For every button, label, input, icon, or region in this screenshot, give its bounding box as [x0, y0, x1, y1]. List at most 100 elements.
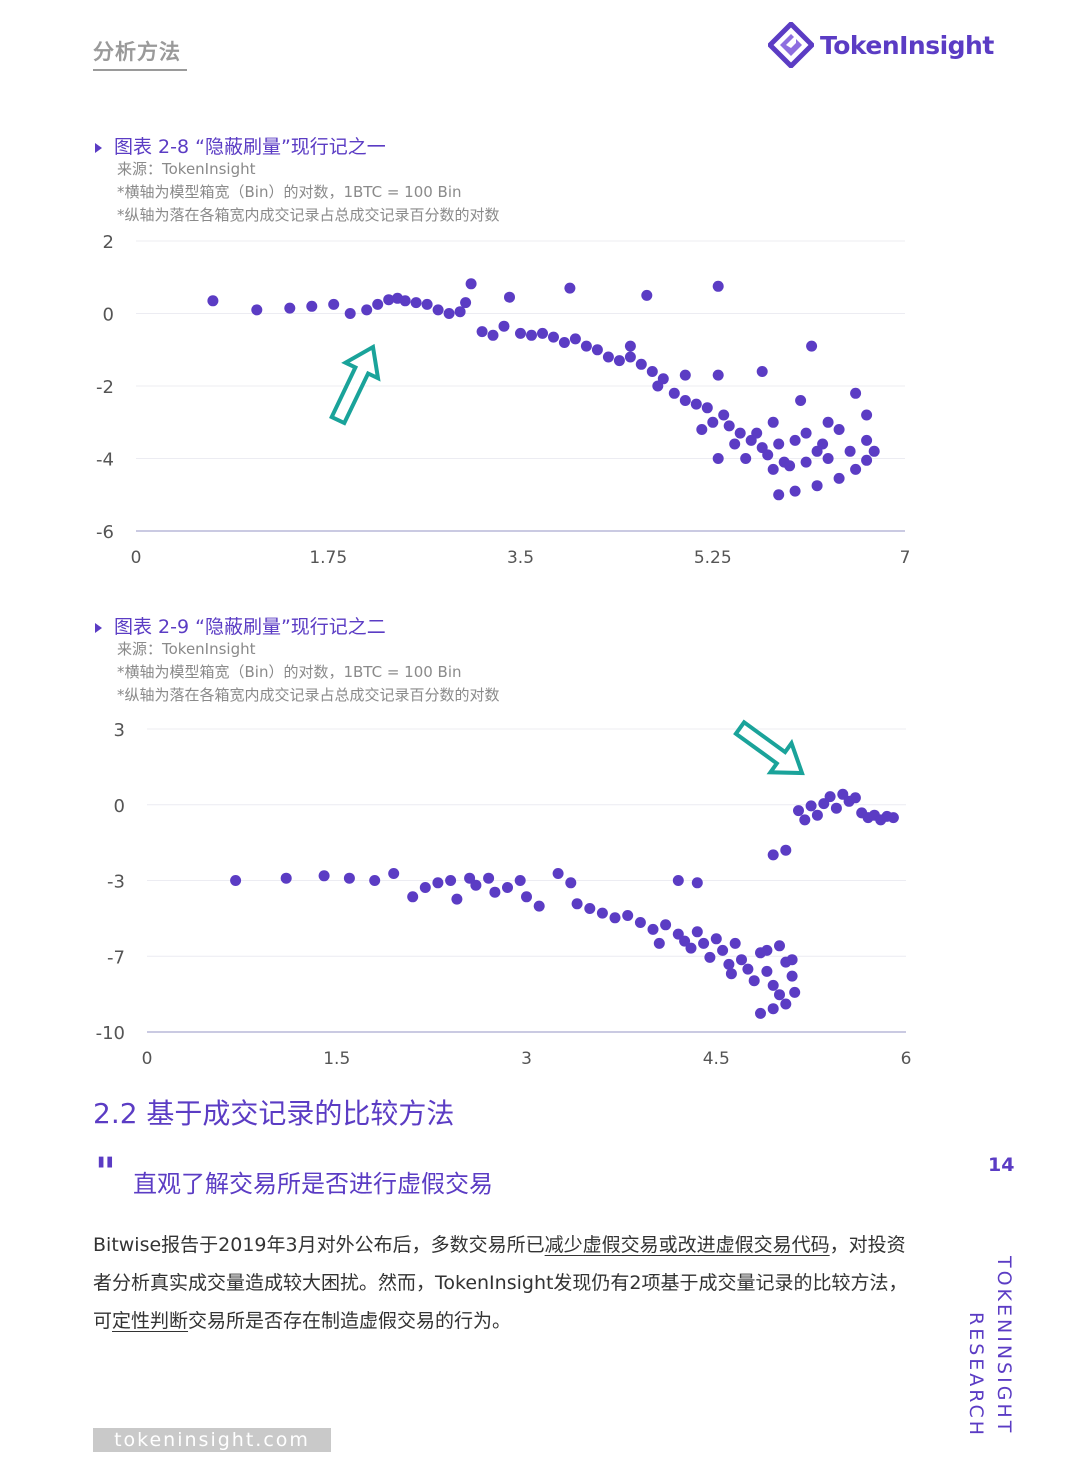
y-tick-label: -4	[96, 450, 114, 471]
data-point	[419, 882, 431, 893]
data-point	[548, 331, 559, 343]
underlined-phrase: 减少虚假交易或改进虚假交易代码	[544, 1234, 830, 1256]
section-tag-underline	[93, 69, 187, 71]
data-point	[515, 327, 526, 339]
data-point	[641, 289, 653, 301]
data-point	[558, 337, 570, 348]
figure-title-text: 图表 2-9 “隐蔽刷量”现行记之二	[114, 616, 386, 638]
data-point	[818, 798, 830, 810]
data-point	[723, 420, 735, 432]
data-point	[571, 898, 583, 910]
data-point	[868, 445, 880, 457]
data-point	[653, 937, 665, 949]
data-point	[748, 975, 760, 987]
data-point	[704, 951, 716, 963]
data-point	[786, 954, 798, 966]
data-point	[755, 1007, 766, 1019]
data-point	[712, 280, 724, 292]
data-point	[751, 427, 763, 439]
figure-note-y: *纵轴为落在各箱宽内成交记录占总成交记录百分数的对数	[117, 686, 500, 704]
data-point	[793, 805, 804, 817]
y-tick-label: 3	[114, 720, 125, 741]
data-point	[552, 868, 564, 879]
data-point	[861, 434, 873, 446]
data-point	[407, 891, 419, 903]
data-point	[767, 979, 779, 991]
data-point	[445, 875, 457, 886]
data-point	[837, 788, 849, 800]
x-tick-label: 4.5	[703, 1049, 730, 1069]
data-point	[780, 844, 792, 856]
data-point	[774, 940, 785, 952]
data-point	[701, 402, 713, 414]
side-label-brand: TOKENINSIGHT	[993, 1256, 1015, 1436]
data-point	[465, 278, 477, 290]
data-point	[432, 877, 444, 889]
x-tick-label: 3	[521, 1049, 532, 1069]
y-tick-label: 0	[103, 305, 114, 326]
data-point	[609, 912, 621, 924]
data-point	[729, 438, 741, 450]
data-point	[811, 480, 823, 492]
data-point	[800, 456, 812, 468]
data-point	[712, 453, 724, 464]
data-point	[344, 308, 356, 319]
data-point	[789, 986, 801, 998]
triangle-bullet-icon	[95, 622, 102, 633]
x-tick-label: 3.5	[507, 548, 534, 568]
data-point	[521, 891, 532, 903]
data-point	[372, 298, 384, 310]
data-point	[622, 910, 634, 921]
data-point	[691, 926, 703, 938]
data-point	[718, 409, 730, 421]
data-point	[844, 445, 856, 457]
y-tick-label: -6	[96, 522, 114, 543]
y-tick-label: -7	[107, 947, 125, 968]
data-point	[432, 304, 444, 316]
section-heading: 2.2 基于成交记录的比较方法	[93, 1097, 455, 1130]
x-tick-label: 7	[900, 548, 911, 568]
y-tick-label: -10	[96, 1023, 125, 1044]
data-point	[454, 306, 466, 318]
data-point	[647, 923, 659, 935]
data-point	[850, 387, 862, 399]
annotation-arrow-icon	[329, 343, 381, 426]
data-point	[526, 329, 537, 341]
brand-logo: TokenInsight	[768, 22, 994, 68]
data-point	[460, 297, 472, 309]
data-point	[533, 900, 545, 912]
data-point	[849, 792, 861, 804]
pull-quote: 直观了解交易所是否进行虚假交易	[133, 1170, 493, 1198]
data-point	[399, 295, 411, 307]
y-tick-label: -3	[107, 872, 125, 893]
data-point	[830, 802, 842, 814]
data-point	[698, 937, 710, 949]
data-point	[756, 366, 768, 377]
data-point	[736, 954, 747, 966]
page-number: 14	[988, 1154, 1015, 1176]
side-label-research: RESEARCH	[965, 1312, 987, 1439]
data-point	[734, 427, 746, 439]
data-point	[761, 965, 773, 977]
data-point	[230, 875, 242, 886]
scatter-chart-1: 2 0 -2 -4 -6 0 1.75 3.5 5.25 7	[96, 232, 911, 568]
data-point	[251, 304, 263, 316]
footer-url[interactable]: tokeninsight.com	[114, 1429, 310, 1451]
data-point	[596, 907, 608, 919]
data-point	[487, 329, 499, 341]
data-point	[421, 298, 433, 310]
data-point	[712, 369, 724, 381]
data-point	[723, 958, 735, 970]
figure-title: 图表 2-8 “隐蔽刷量”现行记之一	[95, 132, 386, 159]
data-point	[672, 875, 684, 886]
data-point	[710, 933, 722, 945]
data-point	[780, 998, 792, 1010]
data-point	[850, 463, 862, 475]
data-point	[795, 395, 807, 406]
data-point	[789, 434, 801, 446]
data-point	[624, 351, 636, 363]
data-point	[833, 424, 845, 435]
data-point	[717, 944, 729, 956]
data-point	[470, 879, 482, 891]
data-point	[207, 295, 219, 307]
